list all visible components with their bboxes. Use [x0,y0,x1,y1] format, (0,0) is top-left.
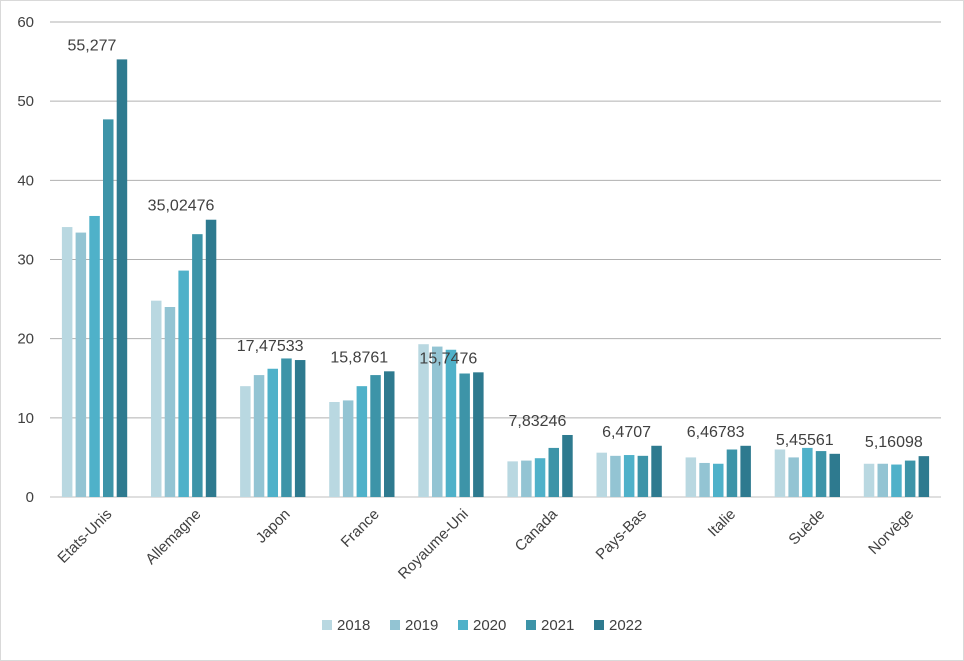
bar-2021-5 [548,447,559,497]
bar-2020-7 [713,463,724,497]
bar-2021-0 [103,119,114,497]
bar-2019-4 [432,346,443,497]
bar-2019-2 [253,375,265,497]
bar-2022-3 [384,371,395,497]
data-label: 17,47533 [237,338,304,355]
bar-2018-4 [418,344,429,497]
bar-2020-4 [445,349,457,497]
bar-2018-8 [774,449,786,497]
y-tick-label: 20 [17,331,34,348]
bar-2020-0 [89,215,100,498]
bar-2021-3 [370,375,381,497]
bar-2019-5 [521,460,532,497]
x-category-label: Pays-Bas [593,506,650,563]
bar-2021-6 [637,455,649,497]
data-label: 7,83246 [509,413,567,430]
bar-2022-0 [116,59,128,498]
x-category-label: Royaume-Uni [395,506,472,583]
y-tick-label: 40 [17,172,34,189]
legend-label-2021: 2021 [541,617,574,634]
data-label: 15,8761 [330,349,388,366]
data-label: 5,45561 [776,432,834,449]
bar-2020-1 [178,270,189,497]
bar-2019-3 [342,400,354,497]
bar-2021-2 [281,358,292,497]
bar-2019-9 [877,463,888,497]
bar-2018-2 [240,386,251,497]
x-category-label: Etats-Unis [54,506,115,567]
y-tick-label: 60 [17,14,34,31]
bar-2020-5 [534,458,546,497]
bar-2022-4 [473,372,484,497]
y-tick-label: 0 [26,489,34,506]
bar-2021-9 [904,460,916,497]
x-category-label: Allemagne [142,506,204,568]
x-category-label: France [338,506,383,551]
bar-2021-1 [192,234,203,497]
bar-2019-8 [788,457,799,497]
bar-2022-8 [829,453,840,497]
bar-2019-0 [75,232,87,498]
legend-label-2018: 2018 [337,617,370,634]
bar-2022-9 [918,456,930,497]
bar-2022-1 [205,219,217,498]
legend-swatch-2018 [322,620,332,630]
y-tick-label: 10 [17,410,34,427]
x-category-label: Canada [512,505,562,555]
y-tick-label: 30 [17,252,34,269]
bar-2020-6 [623,455,635,497]
data-label: 6,4707 [602,424,651,441]
x-category-label: Norvège [865,506,917,558]
bar-2022-5 [562,434,573,497]
bar-2018-1 [151,300,162,497]
legend-label-2020: 2020 [473,617,506,634]
bar-2018-0 [61,227,73,497]
bar-2020-8 [802,447,813,497]
bar-2018-9 [863,463,875,497]
bar-2022-2 [294,360,306,497]
bar-2022-7 [740,445,751,497]
bar-2018-6 [596,452,607,497]
bar-2020-3 [356,386,368,497]
bar-2019-1 [164,307,176,497]
bar-2021-4 [459,373,470,497]
bar-2018-3 [329,402,340,497]
bar-2018-5 [507,461,518,497]
bar-2019-7 [699,462,710,497]
bar-2020-9 [891,464,902,497]
x-category-label: Japon [253,506,294,547]
bar-2018-7 [685,457,697,497]
legend-swatch-2020 [458,620,468,630]
legend-swatch-2019 [390,620,400,630]
legend-swatch-2022 [594,620,604,630]
data-label: 55,277 [67,37,116,54]
bar-2022-6 [651,445,662,497]
bar-2019-6 [610,455,621,497]
data-label: 35,02476 [148,198,215,215]
data-label: 5,16098 [865,434,923,451]
data-label: 6,46783 [687,424,745,441]
y-tick-label: 50 [17,93,34,110]
bar-2020-2 [267,368,278,497]
legend-label-2022: 2022 [609,617,642,634]
data-label: 15,7476 [419,350,477,367]
legend-swatch-2021 [526,620,536,630]
bar-2021-8 [815,451,827,497]
bar-2021-7 [726,449,738,497]
x-category-label: Suède [785,506,828,549]
legend-label-2019: 2019 [405,617,438,634]
x-category-label: Italie [705,506,739,540]
